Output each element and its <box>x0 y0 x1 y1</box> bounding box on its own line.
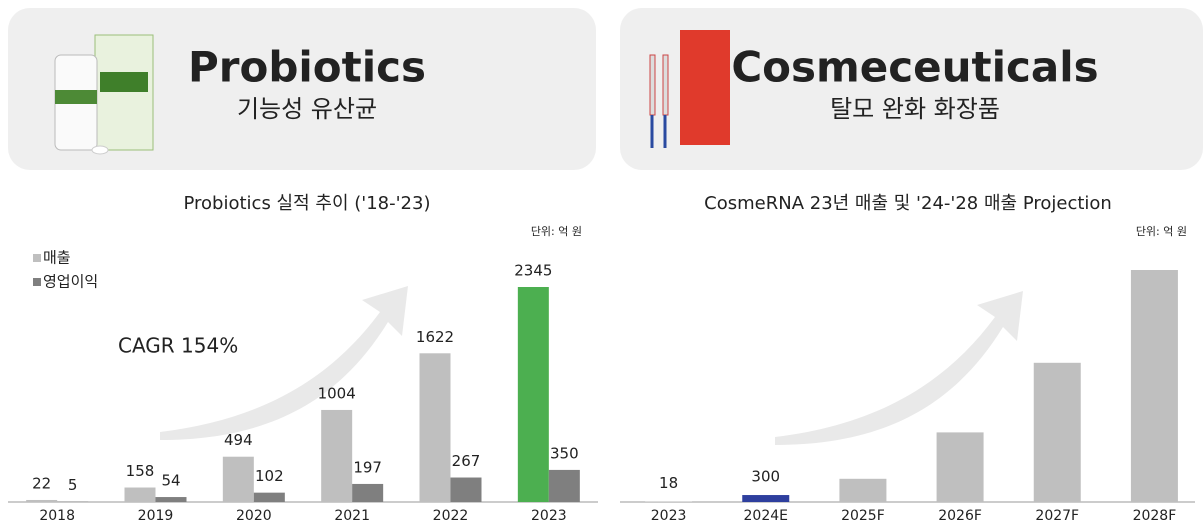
bar <box>420 353 451 502</box>
data-label: 22 <box>32 474 51 492</box>
trend-arrow <box>775 291 1023 445</box>
legend-swatch <box>33 278 41 286</box>
data-label: 158 <box>126 462 155 480</box>
legend-swatch <box>33 254 41 262</box>
annotation: CAGR 154% <box>118 334 238 358</box>
bar <box>321 410 352 502</box>
page: Probiotics 기능성 유산균 Cosmeceuticals 탈모 완화 … <box>0 0 1203 531</box>
x-tick-label: 2018 <box>39 508 75 524</box>
x-tick-label: 2025F <box>841 508 885 524</box>
panel-subtitle: 탈모 완화 화장품 <box>830 95 1000 123</box>
bar <box>937 432 984 502</box>
x-tick-label: 2027F <box>1035 508 1079 524</box>
bar <box>156 497 187 502</box>
data-label: 1622 <box>416 328 454 346</box>
data-label: 350 <box>550 444 579 462</box>
bar <box>254 493 285 502</box>
data-label: 494 <box>224 431 253 449</box>
bar <box>352 484 383 502</box>
panel-title: Probiotics <box>188 43 426 92</box>
x-tick-label: 2023 <box>531 508 567 524</box>
chart-title: Probiotics 실적 추이 ('18-'23) <box>184 193 431 214</box>
x-tick-label: 2021 <box>334 508 370 524</box>
x-tick-label: 2019 <box>138 508 174 524</box>
x-tick-label: 2022 <box>433 508 469 524</box>
x-tick-label: 2026F <box>938 508 982 524</box>
legend-label: 매출 <box>43 249 71 267</box>
bar <box>518 287 549 502</box>
legend-label: 영업이익 <box>43 273 98 291</box>
data-label: 197 <box>353 458 382 476</box>
data-label: 102 <box>255 467 284 485</box>
x-tick-label: 2020 <box>236 508 272 524</box>
bar <box>839 479 886 502</box>
bar <box>1034 363 1081 502</box>
chart-title: CosmeRNA 23년 매출 및 '24-'28 매출 Projection <box>704 193 1112 214</box>
bar <box>451 478 482 502</box>
data-label: 300 <box>751 468 780 486</box>
trend-arrow <box>160 286 408 440</box>
x-tick-label: 2028F <box>1133 508 1177 524</box>
panel-subtitle: 기능성 유산균 <box>237 95 377 123</box>
x-tick-label: 2024E <box>744 508 788 524</box>
data-label: 2345 <box>514 262 552 280</box>
bar <box>742 495 789 502</box>
data-label: 18 <box>659 474 678 492</box>
x-tick-label: 2023 <box>651 508 687 524</box>
unit-label: 단위: 억 원 <box>531 225 582 238</box>
bar <box>223 457 254 502</box>
bar <box>1131 270 1178 502</box>
data-label: 1004 <box>318 384 356 402</box>
bar <box>26 500 57 502</box>
bar <box>549 470 580 502</box>
data-label: 267 <box>452 452 481 470</box>
panel-title: Cosmeceuticals <box>731 43 1098 92</box>
bar <box>125 488 156 502</box>
data-label: 54 <box>161 472 180 490</box>
unit-label: 단위: 억 원 <box>1136 225 1187 238</box>
data-label: 5 <box>68 476 78 494</box>
